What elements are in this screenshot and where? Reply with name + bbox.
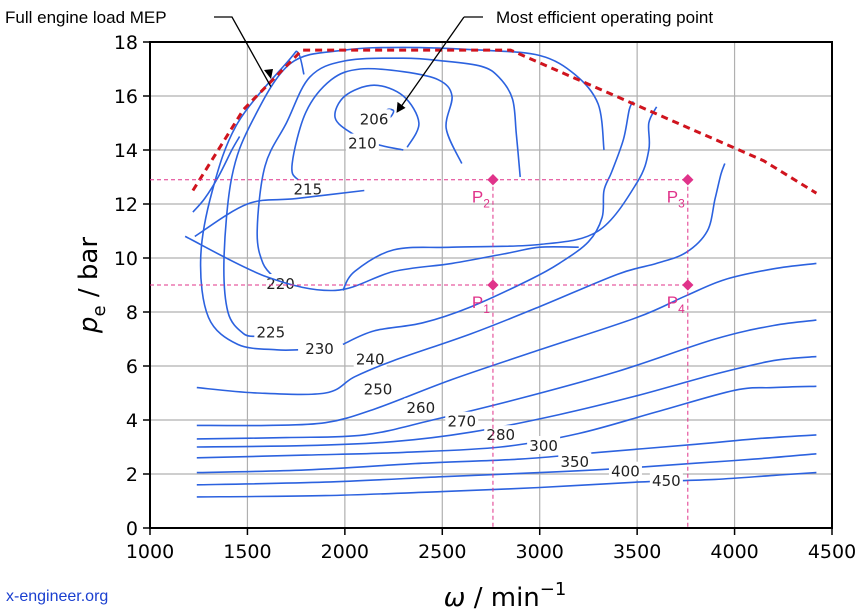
contour-label-bg	[353, 349, 387, 368]
contour-label: 230	[305, 340, 334, 358]
contour-line	[184, 235, 579, 292]
y-tick-label: 2	[126, 464, 138, 486]
x-tick-label: 2000	[321, 541, 369, 563]
contour-label-bg	[357, 109, 391, 128]
contour-label: 210	[348, 135, 377, 153]
contour-label: 350	[560, 453, 589, 471]
operating-point-label: P1	[472, 293, 490, 316]
contour-line	[342, 101, 634, 346]
contour-label: 250	[364, 380, 393, 398]
contour-label: 400	[611, 463, 640, 481]
contour-label-bg	[345, 133, 379, 152]
axis-ticks: 1000 1500 2000 2500 3000 3500 4000 4500 0 2 4 6 8 10 1…	[74, 32, 856, 613]
contour-line	[196, 319, 817, 440]
contour-label: 450	[652, 472, 681, 490]
y-tick-label: 8	[126, 302, 138, 324]
operating-point-marker	[487, 174, 499, 186]
y-tick-label: 6	[126, 356, 138, 378]
annotation-efficient-leader	[398, 16, 465, 110]
contour-label: 300	[529, 437, 558, 455]
x-tick-label: 1000	[126, 541, 174, 563]
contour-label: 270	[447, 413, 476, 431]
contour-label-bg	[303, 338, 337, 357]
full-load-line	[191, 48, 818, 195]
contour-line	[196, 453, 817, 486]
annotation-full-load-text: Full engine load MEP	[5, 8, 167, 27]
annotation-full-load-arrowhead	[264, 69, 273, 79]
contour-label: 225	[256, 324, 285, 342]
annotation-efficient-arrowhead	[396, 101, 406, 113]
y-tick-label: 18	[114, 32, 138, 54]
x-tick-label: 2500	[418, 541, 466, 563]
credit-text[interactable]: x-engineer.org	[6, 588, 109, 605]
x-tick-label: 4500	[808, 541, 856, 563]
contour-line	[192, 136, 241, 213]
y-axis-title: pe / bar	[74, 237, 110, 334]
annotations: Full engine load MEP Most efficient opera…	[5, 8, 713, 113]
contour-line	[196, 355, 817, 448]
contour-line	[196, 385, 817, 459]
contour-label-bg	[558, 452, 592, 471]
contour-line	[196, 434, 817, 474]
x-tick-label: 3500	[613, 541, 661, 563]
contour-label: 280	[486, 426, 515, 444]
operating-points: P1 P2 P3 P4	[150, 174, 694, 528]
contour-label-bg	[291, 179, 325, 198]
x-axis-title: ω / min−1	[444, 579, 567, 613]
operating-point-marker	[487, 279, 499, 291]
contour-line	[342, 106, 658, 291]
contour-label: 240	[356, 351, 385, 369]
full-load-curve	[191, 48, 818, 195]
contour-label-bg	[361, 379, 395, 398]
contour-label-bg	[527, 436, 561, 454]
contour-line	[199, 50, 305, 351]
contour-label-bg	[254, 322, 288, 341]
operating-point-label: P2	[472, 188, 490, 211]
contour-line	[196, 262, 817, 427]
x-tick-label: 4000	[710, 541, 758, 563]
contour-lines: 2062102152202252302402502602702803003504…	[184, 46, 817, 498]
annotation-efficient-text: Most efficient operating point	[496, 8, 713, 27]
contour-label: 215	[294, 181, 323, 199]
y-tick-label: 4	[126, 410, 138, 432]
contour-label-bg	[404, 398, 438, 417]
contour-line	[256, 57, 521, 281]
contour-label-bg	[445, 411, 479, 430]
y-tick-label: 10	[114, 248, 138, 270]
contour-label-bg	[608, 461, 642, 480]
contour-line	[194, 189, 365, 238]
contour-label: 206	[360, 110, 389, 128]
operating-point-marker	[682, 279, 694, 291]
y-tick-label: 14	[114, 140, 138, 162]
contour-label: 260	[407, 399, 436, 417]
operating-point-label: P3	[667, 188, 685, 211]
contour-line	[196, 471, 817, 498]
operating-point-marker	[682, 174, 694, 186]
contour-line	[291, 67, 463, 189]
y-tick-label: 12	[114, 194, 138, 216]
x-tick-label: 3000	[516, 541, 564, 563]
annotation-full-load-leader	[214, 16, 272, 87]
contour-label-bg	[649, 471, 683, 490]
y-tick-label: 16	[114, 86, 138, 108]
contour-line	[223, 46, 605, 338]
y-tick-label: 0	[126, 518, 138, 540]
x-tick-label: 1500	[223, 541, 271, 563]
operating-point-label: P4	[667, 293, 685, 316]
contour-line	[196, 163, 726, 396]
